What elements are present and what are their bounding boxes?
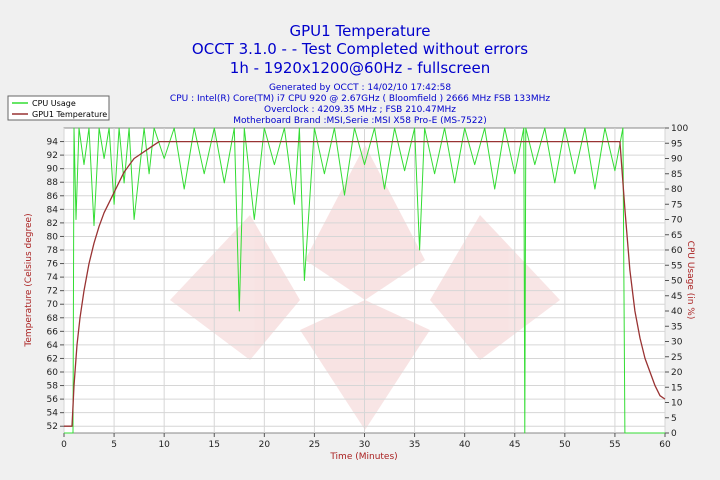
y-left-tick-label: 60: [47, 368, 59, 378]
y-right-tick-label: 35: [671, 322, 682, 332]
y-left-tick-label: 82: [47, 219, 58, 229]
y-right-tick-label: 25: [671, 353, 682, 363]
x-tick-label: 50: [559, 440, 571, 450]
y-right-tick-label: 40: [671, 307, 683, 317]
x-tick-label: 5: [111, 440, 117, 450]
grid: [60, 127, 669, 437]
info-cpu: CPU : Intel(R) Core(TM) i7 CPU 920 @ 2.6…: [170, 94, 550, 104]
y-axis-left-label: Temperature (Celsius degree): [24, 213, 34, 347]
y-left-tick-label: 86: [47, 192, 59, 202]
x-tick-label: 40: [459, 440, 471, 450]
tick-labels: 0 5 10 15 20 25 30 35 40 45 50 55 605254565860626466…: [47, 124, 689, 450]
y-left-tick-label: 62: [47, 354, 58, 364]
x-tick-label: 30: [359, 440, 371, 450]
y-right-tick-label: 70: [671, 216, 683, 226]
chart-subtitle-1: OCCT 3.1.0 - - Test Completed without er…: [192, 40, 528, 58]
x-tick-label: 20: [259, 440, 271, 450]
chart-title: GPU1 Temperature: [290, 22, 431, 40]
y-right-tick-label: 0: [671, 429, 677, 439]
y-right-tick-label: 55: [671, 261, 682, 271]
y-right-tick-label: 75: [671, 200, 682, 210]
x-tick-label: 10: [158, 440, 170, 450]
y-axis-right-label: CPU Usage (in %): [685, 241, 695, 320]
y-right-tick-label: 50: [671, 277, 683, 287]
info-overclock: Overclock : 4209.35 MHz ; FSB 210.47MHz: [264, 105, 456, 115]
y-right-tick-label: 60: [671, 246, 683, 256]
y-left-tick-label: 64: [47, 341, 59, 351]
y-left-tick-label: 66: [47, 327, 59, 337]
y-right-tick-label: 100: [671, 124, 688, 134]
series-line-gpu1-temperature: [64, 140, 666, 427]
y-left-tick-label: 58: [47, 382, 59, 392]
y-left-tick-label: 56: [47, 395, 59, 405]
y-left-tick-label: 72: [47, 287, 58, 297]
y-left-tick-label: 88: [47, 178, 59, 188]
y-left-tick-label: 52: [47, 422, 58, 432]
y-left-tick-label: 94: [47, 138, 59, 148]
y-right-tick-label: 90: [671, 155, 683, 165]
x-tick-label: 15: [209, 440, 220, 450]
info-motherboard: Motherboard Brand :MSI,Serie :MSI X58 Pr…: [233, 116, 487, 126]
x-tick-label: 0: [61, 440, 67, 450]
y-left-tick-label: 78: [47, 246, 59, 256]
legend-label-gpu1-temperature: GPU1 Temperature: [32, 110, 107, 119]
y-left-tick-label: 76: [47, 260, 59, 270]
x-tick-label: 35: [409, 440, 420, 450]
chart-subtitle-2: 1h - 1920x1200@60Hz - fullscreen: [230, 59, 490, 77]
y-right-tick-label: 80: [671, 185, 683, 195]
y-right-tick-label: 5: [671, 414, 677, 424]
y-left-tick-label: 54: [47, 409, 59, 419]
y-left-tick-label: 90: [47, 165, 59, 175]
y-left-tick-label: 74: [47, 273, 59, 283]
info-generated: Generated by OCCT : 14/02/10 17:42:58: [269, 83, 451, 93]
legend: CPU Usage GPU1 Temperature: [7, 95, 110, 121]
y-right-tick-label: 95: [671, 139, 682, 149]
y-left-tick-label: 84: [47, 205, 59, 215]
y-right-tick-label: 65: [671, 231, 682, 241]
y-right-tick-label: 10: [671, 399, 683, 409]
y-right-tick-label: 85: [671, 170, 682, 180]
y-right-tick-label: 45: [671, 292, 682, 302]
x-tick-label: 60: [659, 440, 671, 450]
y-right-tick-label: 15: [671, 383, 682, 393]
series-line-cpu-usage: [64, 127, 665, 434]
y-right-tick-label: 20: [671, 368, 683, 378]
y-left-tick-label: 80: [47, 232, 59, 242]
x-tick-label: 25: [309, 440, 320, 450]
legend-box: [7, 95, 110, 121]
y-left-tick-label: 68: [47, 314, 59, 324]
x-tick-label: 55: [609, 440, 620, 450]
y-right-tick-label: 30: [671, 338, 683, 348]
y-left-tick-label: 70: [47, 300, 59, 310]
legend-label-cpu-usage: CPU Usage: [32, 99, 76, 108]
x-tick-label: 45: [509, 440, 520, 450]
y-left-tick-label: 92: [47, 151, 58, 161]
series-group: [64, 127, 666, 434]
x-axis-label: Time (Minutes): [329, 452, 397, 462]
